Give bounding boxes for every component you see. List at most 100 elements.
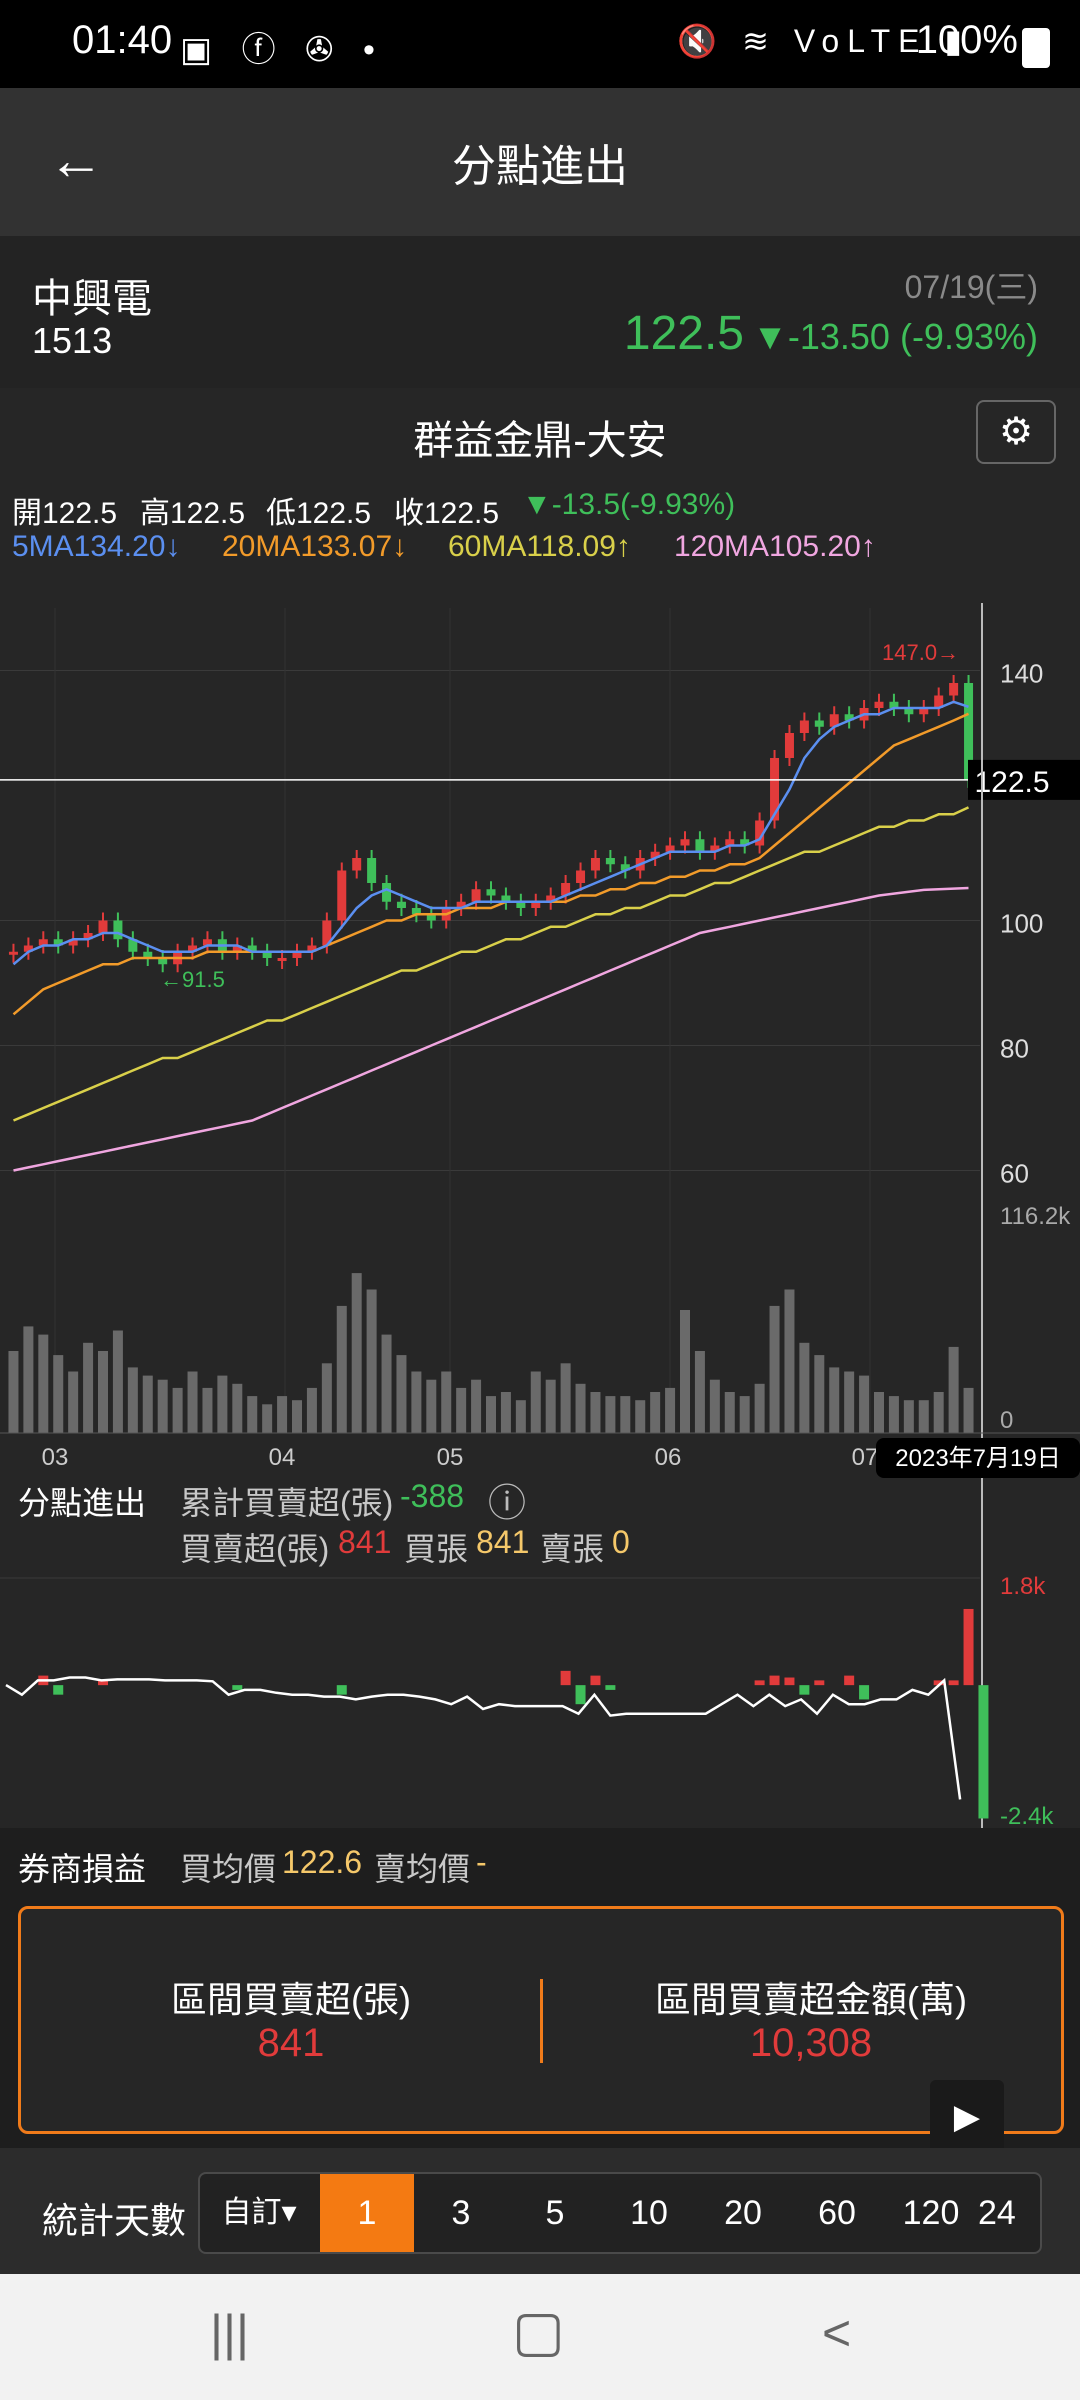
candle-body: [770, 758, 780, 821]
volume-bar: [127, 1367, 138, 1433]
home-icon[interactable]: ▢: [512, 2299, 565, 2362]
day-option-10[interactable]: 10: [630, 2194, 668, 2232]
gear-icon[interactable]: ⚙: [976, 400, 1056, 464]
candle-body: [471, 889, 481, 902]
volume-max-label: 116.2k: [1000, 1203, 1071, 1230]
ma120-label: 120MA105.20↑: [674, 530, 876, 563]
x-tick-label: 06: [655, 1444, 682, 1471]
back-arrow-icon[interactable]: ←: [48, 128, 104, 191]
candle-body: [546, 895, 556, 902]
status-bar: 01:40 ▣ ⓕ ✇ • 🔇 ≋ VoLTE ▮ 100%: [0, 0, 1080, 88]
candle-body: [531, 901, 541, 908]
y-tick-label: 140: [1000, 659, 1043, 689]
system-nav-bar: ||| ▢ <: [0, 2274, 1080, 2400]
volume-bar: [441, 1371, 452, 1433]
current-price-badge: [968, 759, 1080, 800]
ma120-line: [13, 886, 969, 1172]
ohlc-close: 收122.5: [394, 497, 500, 530]
stock-chart[interactable]: 140 100 80 60 122.5 147.0→ ←91.5 116.2k 0 03 04 05 0…: [0, 388, 1080, 1828]
y-tick-label: 80: [1000, 1034, 1029, 1064]
candle-body: [590, 858, 600, 871]
candle-body: [889, 701, 899, 708]
net-value: 841: [338, 1524, 392, 1560]
battery-icon: [1022, 28, 1050, 68]
buy-value: 841: [476, 1524, 530, 1560]
ohlc-change: ▼-13.5(-9.93%): [522, 488, 736, 521]
day-option-1[interactable]: 1: [320, 2174, 414, 2252]
candle-body: [426, 914, 436, 921]
volume-bar: [306, 1387, 317, 1433]
broker-flow-label: 分點進出: [18, 1485, 147, 1521]
status-time: 01:40: [72, 18, 173, 62]
day-option-120[interactable]: 120: [902, 2194, 960, 2232]
volume-bar: [381, 1334, 392, 1433]
sell-value: 0: [612, 1524, 630, 1560]
net-bar: [605, 1685, 616, 1690]
volume-bar: [112, 1330, 123, 1433]
day-option-24[interactable]: 24: [978, 2194, 1016, 2232]
volume-bar: [83, 1342, 94, 1433]
net-lots-value: 841: [257, 2021, 325, 2065]
net-bar: [859, 1685, 870, 1700]
net-amount-value: 10,308: [749, 2021, 873, 2065]
volume-bar: [829, 1367, 840, 1433]
candle-body: [411, 908, 421, 915]
page-title: 分點進出: [452, 142, 628, 191]
volume-bar: [232, 1383, 243, 1433]
candle-body: [844, 714, 854, 721]
candle-body: [904, 708, 914, 715]
stat-days-label: 統計天數: [42, 2200, 187, 2241]
x-tick-label: 05: [437, 1444, 464, 1471]
day-option-20[interactable]: 20: [724, 2194, 762, 2232]
volume-bar: [292, 1400, 302, 1433]
volume-bar: [530, 1371, 541, 1433]
volume-bar: [515, 1400, 526, 1433]
net-bar: [53, 1685, 64, 1695]
volume-bar: [366, 1289, 377, 1433]
volume-bar: [754, 1383, 765, 1433]
candle-body: [576, 870, 586, 883]
volume-bar: [620, 1396, 631, 1433]
volume-bar: [709, 1379, 720, 1433]
candle-body: [456, 901, 466, 908]
volume-bar: [680, 1310, 690, 1433]
candle-body: [725, 839, 735, 846]
recent-apps-icon[interactable]: |||: [210, 2305, 249, 2361]
info-icon[interactable]: ⓘ: [488, 1483, 527, 1525]
net-bar: [769, 1675, 780, 1686]
candle-body: [799, 720, 809, 733]
candle-body: [23, 945, 33, 952]
avg-buy-label: 買均價: [180, 1851, 277, 1887]
volume-bar: [68, 1371, 79, 1433]
volume-bar: [262, 1404, 273, 1433]
volume-bar: [396, 1355, 407, 1433]
y-tick-label: 100: [1000, 909, 1043, 939]
volume-bar: [814, 1355, 825, 1433]
volume-bar: [694, 1351, 705, 1433]
buy-label: 買張: [404, 1531, 469, 1567]
day-option-3[interactable]: 3: [451, 2194, 471, 2232]
net-bar: [575, 1685, 586, 1705]
volume-bar: [933, 1392, 944, 1433]
custom-days-dropdown[interactable]: 自訂▾: [221, 2196, 297, 2229]
candle-body: [934, 695, 944, 708]
candle-body: [784, 733, 794, 758]
candle-body: [396, 901, 406, 908]
candle-body: [38, 939, 48, 946]
volume-bar: [202, 1387, 213, 1433]
nav-back-icon[interactable]: <: [822, 2305, 852, 2361]
volume-bar: [157, 1379, 168, 1433]
net-max-label: 1.8k: [1000, 1573, 1046, 1600]
date-badge-label: 2023年7月19日: [895, 1445, 1060, 1472]
volume-bar: [471, 1379, 482, 1433]
day-option-60[interactable]: 60: [818, 2194, 856, 2232]
candle-body: [8, 951, 18, 955]
play-icon[interactable]: ▶: [930, 2080, 1004, 2154]
day-option-5[interactable]: 5: [545, 2194, 565, 2232]
x-tick-label: 03: [42, 1444, 69, 1471]
stock-info: 中興電 1513 07/19(三) 122.5 ▼-13.50 (-9.93%): [0, 236, 1080, 388]
candle-body: [352, 858, 362, 871]
stock-date: 07/19(三): [904, 269, 1038, 305]
candle-body: [605, 858, 615, 865]
cumulative-line: [5, 1676, 962, 1800]
